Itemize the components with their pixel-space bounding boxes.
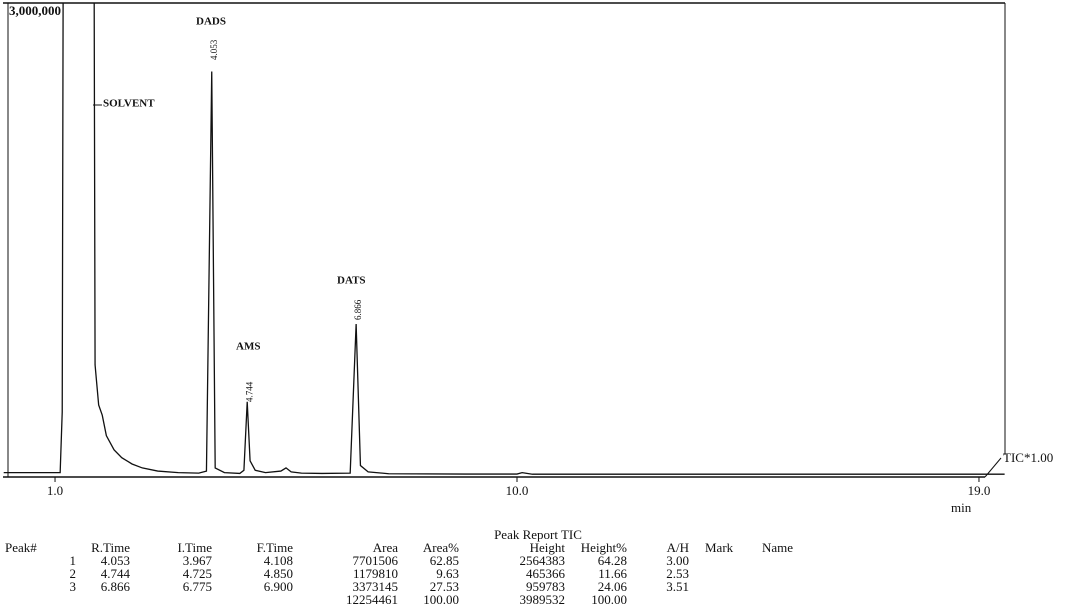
column-header: Height%: [581, 540, 627, 555]
cell: 4.053: [101, 553, 130, 568]
report-title: Peak Report TIC: [494, 527, 582, 542]
column-header: Name: [762, 540, 793, 555]
cell: 3.51: [666, 579, 689, 594]
total-cell: 100.00: [423, 592, 459, 605]
peak-rt-label: 4.744: [244, 381, 254, 402]
column-header: Area: [373, 540, 398, 555]
cell: 4.725: [183, 566, 212, 581]
cell: 4.850: [264, 566, 293, 581]
column-header: R.Time: [91, 540, 130, 555]
total-cell: 100.00: [591, 592, 627, 605]
total-cell: 12254461: [346, 592, 398, 605]
y-tick-label: 3,000,000: [9, 3, 61, 18]
peak-annotation: AMS: [236, 341, 260, 353]
cell: 4.108: [264, 553, 293, 568]
cell: 2.53: [666, 566, 689, 581]
cell: 27.53: [430, 579, 459, 594]
cell: 9.63: [436, 566, 459, 581]
x-tick-label: 19.0: [968, 483, 991, 498]
cell: 1179810: [353, 566, 398, 581]
cell: 2564383: [520, 553, 566, 568]
peak-annotation: DATS: [337, 275, 366, 287]
column-header: I.Time: [177, 540, 212, 555]
cell: 465366: [526, 566, 566, 581]
peak-rt-label: 6.866: [353, 299, 363, 320]
cell: 6.900: [264, 579, 293, 594]
trace: [3, 3, 1005, 475]
peak-rt-label: 4.053: [209, 39, 219, 60]
column-header: A/H: [667, 540, 689, 555]
column-header: F.Time: [257, 540, 294, 555]
cell: 2: [70, 566, 77, 581]
cell: 11.66: [598, 566, 627, 581]
series-label: TIC*1.00: [1003, 450, 1053, 465]
column-header: Height: [530, 540, 566, 555]
cell: 64.28: [598, 553, 627, 568]
cell: 4.744: [101, 566, 131, 581]
cell: 6.866: [101, 579, 131, 594]
column-header: Area%: [423, 540, 459, 555]
x-tick-label: 10.0: [506, 483, 529, 498]
cell: 24.06: [598, 579, 628, 594]
total-cell: 3989532: [520, 592, 566, 605]
cell: 7701506: [353, 553, 399, 568]
peak-annotation: SOLVENT: [103, 98, 155, 110]
x-tick-label: 1.0: [47, 483, 63, 498]
cell: 3373145: [353, 579, 399, 594]
column-header: Peak#: [5, 540, 37, 555]
cell: 959783: [526, 579, 565, 594]
cell: 6.775: [183, 579, 212, 594]
cell: 3.967: [183, 553, 213, 568]
x-unit: min: [951, 500, 972, 515]
cell: 62.85: [430, 553, 459, 568]
peak-annotation: DADS: [196, 16, 226, 28]
cell: 1: [70, 553, 77, 568]
column-header: Mark: [705, 540, 734, 555]
cell: 3: [70, 579, 77, 594]
cell: 3.00: [666, 553, 689, 568]
